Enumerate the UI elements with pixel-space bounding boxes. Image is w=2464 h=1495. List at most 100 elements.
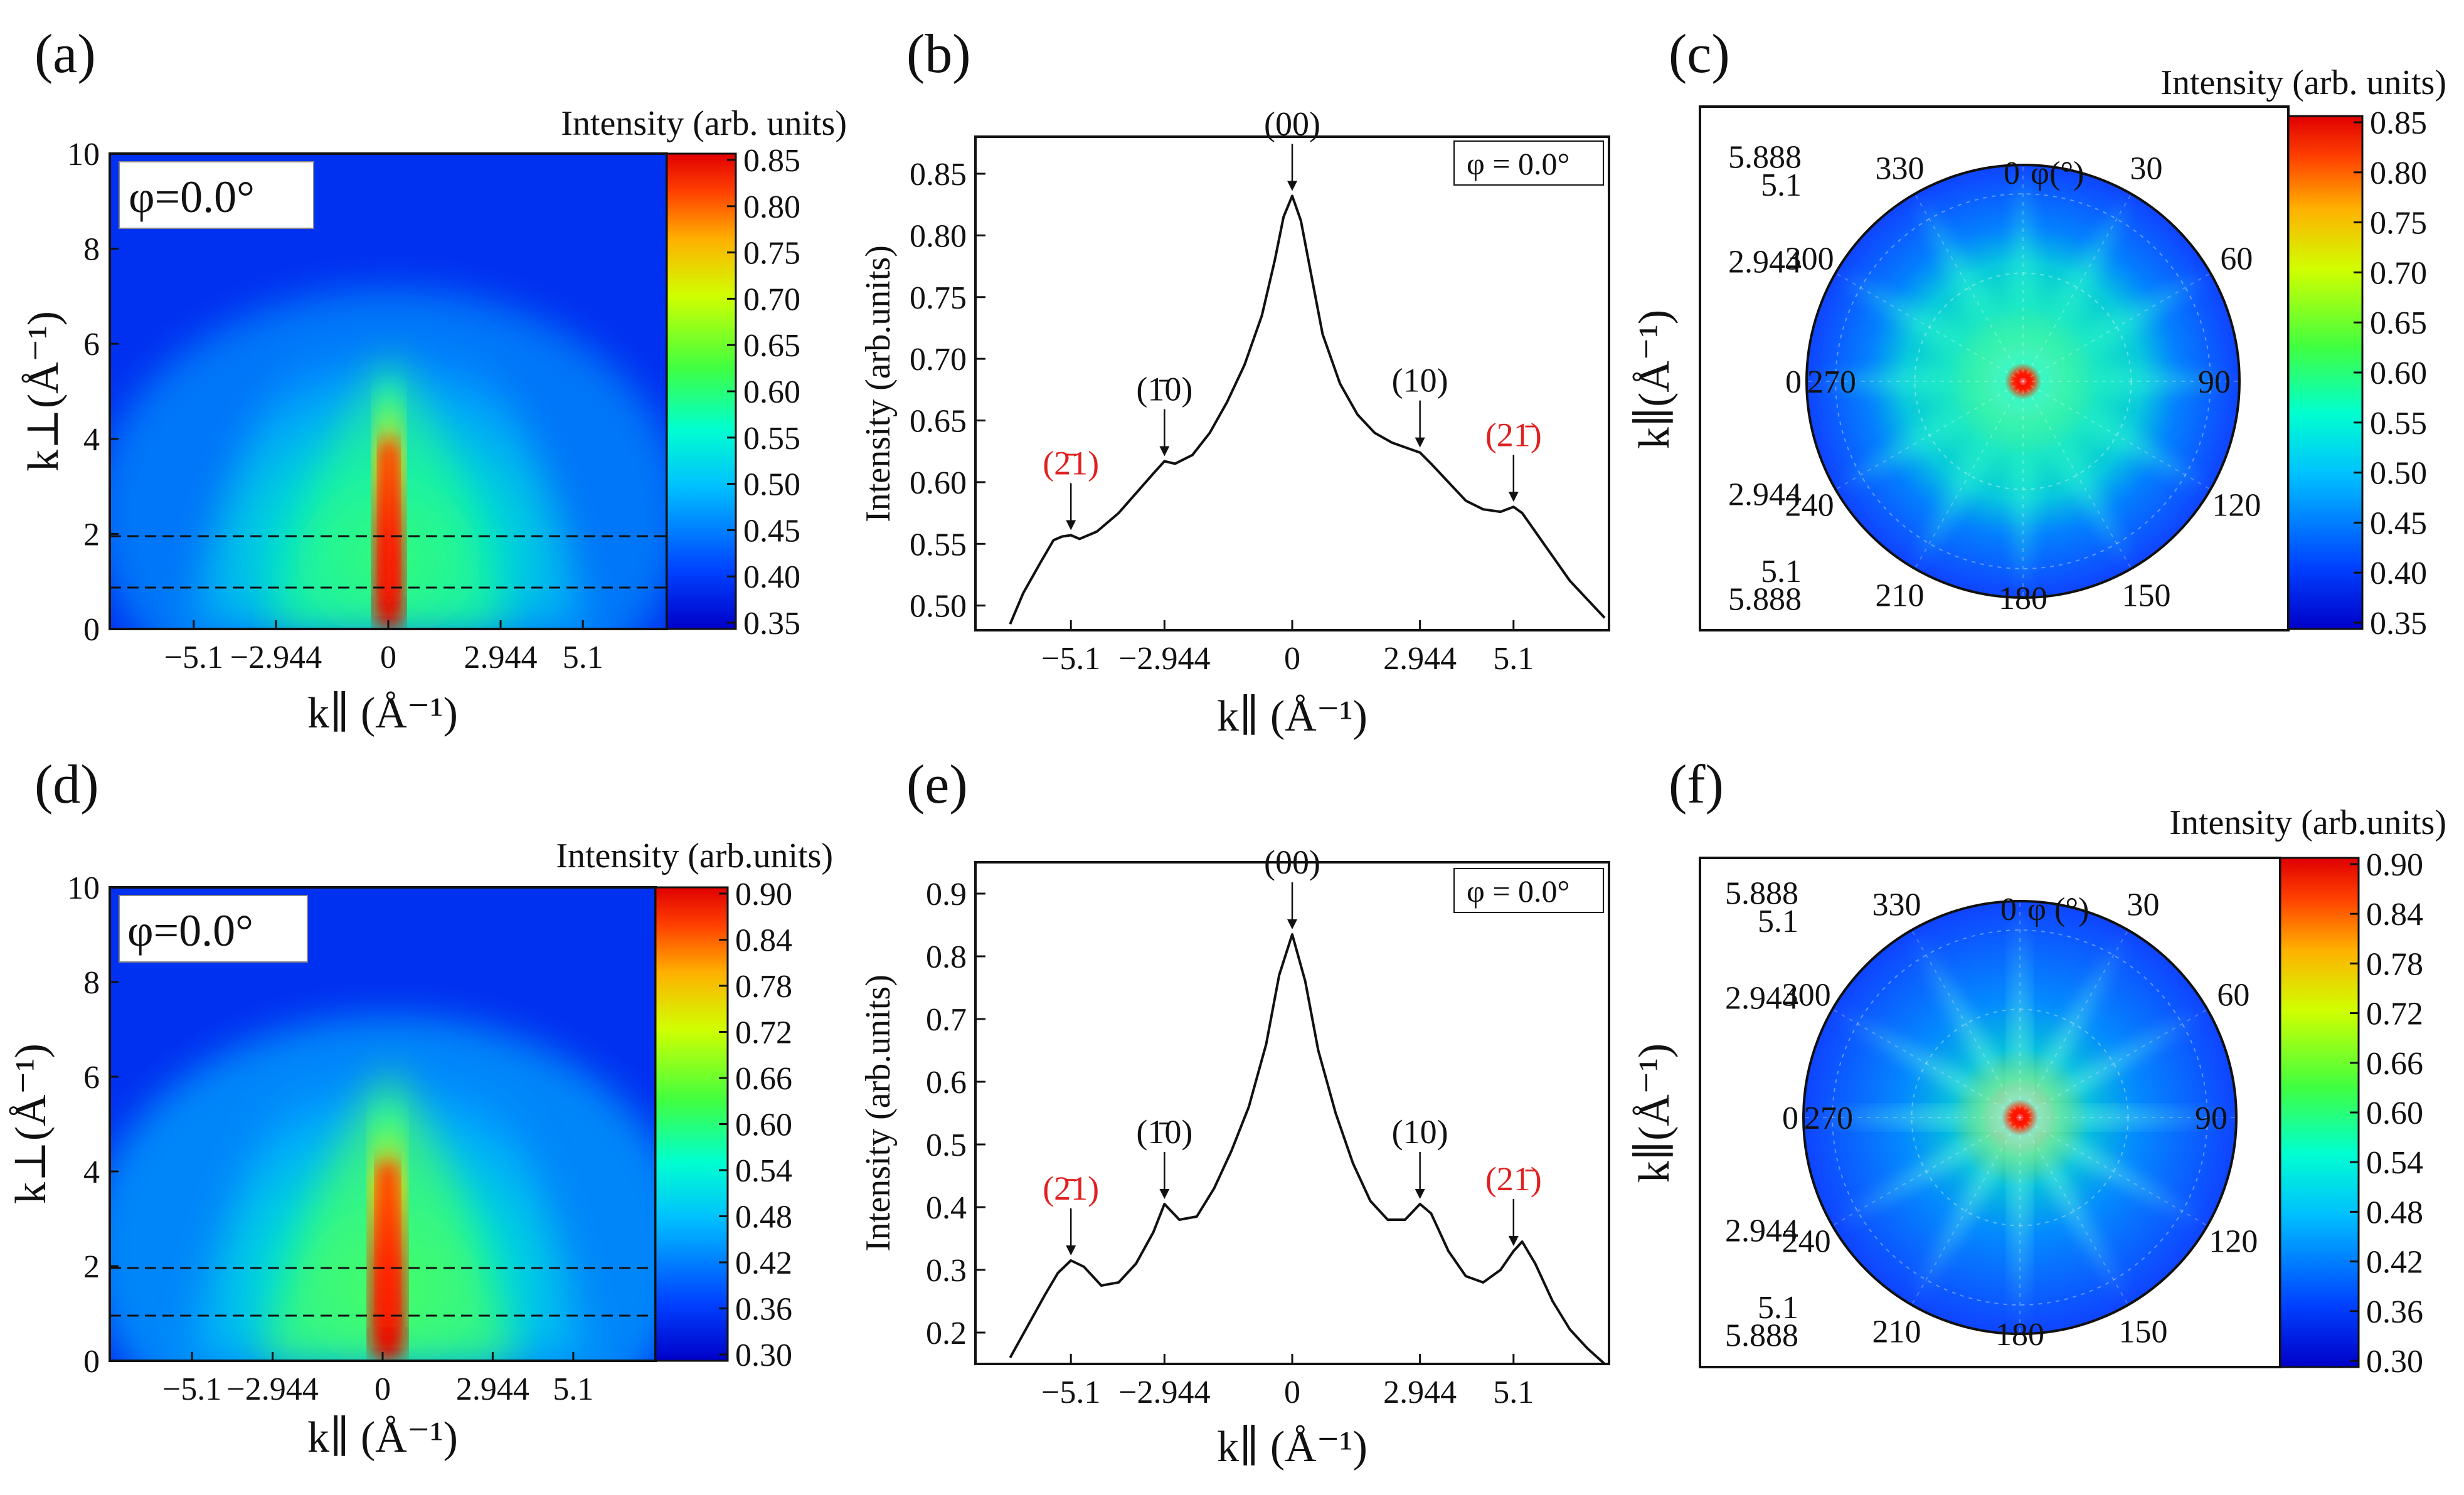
colorbar-c-tick-label: 0.80 (2370, 156, 2427, 191)
polar-c-angle-label: 240 (1785, 488, 1834, 524)
plot-b-annotation-arrowhead (1508, 492, 1519, 502)
polar-c-angle-label: 300 (1785, 241, 1834, 277)
heatmap-d-ytick-label: 6 (83, 1060, 100, 1096)
colorbar-c-tick-label: 0.60 (2370, 356, 2427, 391)
polar-c-angle-label: 180 (1999, 581, 2047, 616)
colorbar-f-tick-label: 0.72 (2366, 996, 2423, 1032)
colorbar-c-tick-label: 0.40 (2370, 556, 2427, 591)
colorbar-ticks-c: 0.85 0.80 0.75 0.70 0.65 0.60 0.55 0.50 0.45 0.40… (2354, 105, 2427, 642)
plot-b-ytick-label: 0.85 (910, 157, 967, 193)
polar-c-angular-grid (2022, 272, 2211, 382)
plot-e-xtick-label: 2.944 (1383, 1375, 1457, 1410)
polar-f-streak (1913, 1111, 2031, 1301)
plot-b-annotation-arrowhead (1415, 437, 1425, 448)
polar-f-angular-grid (2019, 1008, 2208, 1118)
plot-b-ytick-label: 0.65 (910, 404, 967, 440)
heatmap-d-ytick-label: 2 (83, 1249, 100, 1285)
heatmap-d-ytick-label: 0 (83, 1344, 100, 1380)
axes-d: −5.1 −2.944 0 2.944 5.1 0 2 4 6 8 10 (67, 870, 593, 1407)
polar-c-angle-label: 270 (1807, 364, 1856, 400)
heatmap-a-xtick-label: −2.944 (230, 640, 322, 675)
polar-f-angular-grid (2019, 1117, 2208, 1227)
colorbar-f-tick-label: 0.36 (2366, 1294, 2423, 1330)
plot-e-ytick-label: 0.6 (926, 1065, 967, 1101)
polar-f-angle-label: 120 (2209, 1224, 2258, 1260)
heatmap-a-xtick-label: −5.1 (164, 640, 223, 675)
colorbar-d-tick-label: 0.36 (735, 1292, 792, 1328)
axes-a: −5.1 −2.944 0 2.944 5.1 0 2 4 6 8 10 (67, 137, 603, 675)
plot-b-ytick-label: 0.80 (910, 218, 967, 254)
colorbar-title-a: Intensity (arb. units) (561, 104, 847, 143)
polar-c-angular-grid (2022, 381, 2132, 569)
plot-b-annotation-label: (21̄) (1485, 416, 1542, 453)
heatmap-d-xtick-label: 0 (374, 1371, 391, 1407)
phi-box-a (119, 161, 314, 229)
plot-e-xtick-label: −5.1 (1041, 1375, 1100, 1410)
plot-e-ytick-label: 0.2 (926, 1316, 967, 1351)
colorbar-ticks-a: 0.85 0.80 0.75 0.70 0.65 0.60 0.55 0.50 0.45 0.40… (727, 143, 800, 642)
colorbar-f-tick-label: 0.84 (2366, 897, 2423, 932)
plot-e-annotation-arrowhead (1415, 1189, 1425, 1199)
colorbar-f-tick-label: 0.42 (2366, 1245, 2423, 1281)
panel-label-e: (e) (906, 754, 968, 815)
phi-box-d (119, 895, 308, 963)
heatmap-a-ytick-label: 10 (67, 137, 100, 172)
polar-f-angular-grid (1911, 1117, 2021, 1306)
polar-f-image (1803, 901, 2236, 1334)
polar-c-center-spot (2004, 362, 2042, 400)
polar-f-streak (1836, 1011, 2026, 1128)
panel-label-f: (f) (1669, 754, 1724, 815)
panel-label-b: (b) (906, 24, 971, 85)
plot-e-annotation-arrowhead (1066, 1245, 1076, 1255)
polar-f-outer-circle (1802, 900, 2238, 1335)
heatmap-a-xtick-label: 2.944 (464, 640, 538, 675)
plot-b-ytick-label: 0.60 (910, 465, 967, 501)
colorbar-a-tick-label: 0.60 (743, 374, 800, 410)
polar-c-radial-label: 5.888 (1728, 139, 1802, 175)
polar-f-angle-label: 60 (2217, 978, 2249, 1013)
colorbar-ticks-d: 0.90 0.84 0.78 0.72 0.66 0.60 0.54 0.48 0.42 0.36… (719, 877, 792, 1373)
colorbar-d-tick-label: 0.66 (735, 1061, 792, 1097)
panel-d: φ=0.0° −5.1 −2.944 0 2.944 5.1 0 2 4 6 8 10 k∥ (Å⁻… (7, 837, 833, 1462)
phi-box-e (1453, 868, 1604, 913)
plot-b-xtick-label: 5.1 (1493, 641, 1534, 677)
colorbar-a-tick-label: 0.80 (743, 189, 800, 225)
polar-f-radial-label: 5.888 (1725, 1318, 1798, 1354)
polar-f-streak (2009, 1111, 2127, 1301)
polar-c-angle-label: 90 (2198, 364, 2231, 400)
heatmap-d-xtick-label: −2.944 (226, 1371, 318, 1407)
colorbar-d-tick-label: 0.30 (735, 1338, 792, 1373)
colorbar-d-tick-label: 0.90 (735, 877, 792, 912)
phi-label-d: φ=0.0° (127, 906, 253, 956)
polar-c-outer-circle (1805, 164, 2241, 599)
polar-c-radial-label: 0 (1785, 364, 1802, 400)
heatmap-a-xtick-label: 0 (380, 640, 396, 675)
colorbar-f-tick-label: 0.48 (2366, 1195, 2423, 1230)
polar-c-angle-label: 60 (2220, 241, 2253, 277)
ylabel-c: k∥(Å⁻¹) (1630, 310, 1679, 449)
plot-b-xtick-label: −5.1 (1041, 641, 1100, 677)
polar-f-radial-label: 0 (1782, 1101, 1798, 1136)
plot-b-xtick-label: 0 (1284, 641, 1300, 677)
plot-b-annotation-label: (10) (1392, 362, 1448, 399)
ylabel-e: Intensity (arb.units) (859, 975, 898, 1252)
plot-b-xtick-label: −2.944 (1118, 641, 1210, 677)
heatmap-d-xtick-label: −5.1 (162, 1371, 221, 1407)
polar-c-angular-grid (1914, 193, 2024, 382)
plot-e-annotation-label: (10) (1392, 1113, 1448, 1151)
polar-c-radial-label: 5.1 (1761, 167, 1802, 203)
polar-c-angle-label: 330 (1876, 151, 1925, 187)
heatmap-a-ytick-label: 8 (83, 232, 100, 268)
polar-f-angular-grid (2019, 929, 2129, 1118)
colorbar-f-tick-label: 0.54 (2366, 1145, 2423, 1181)
polar-f-axes: 0 30 60 90 120 150 180 210 240 270 300 330 φ (°) 5.88… (1725, 875, 2258, 1353)
polar-f-angle-label: 90 (2195, 1101, 2228, 1136)
polar-f-streak (2014, 1011, 2204, 1128)
colorbar-c-tick-label: 0.55 (2370, 406, 2427, 441)
polar-c-radial-label: 5.888 (1728, 582, 1802, 618)
polar-f-radial-label: 5.1 (1758, 1290, 1798, 1326)
plot-b-annotation-arrowhead (1159, 446, 1170, 457)
phi-label-e: φ = 0.0° (1467, 874, 1570, 909)
plot-e-annotation-label: (21̄) (1485, 1160, 1542, 1198)
polar-f-angle-label: 270 (1804, 1101, 1853, 1136)
